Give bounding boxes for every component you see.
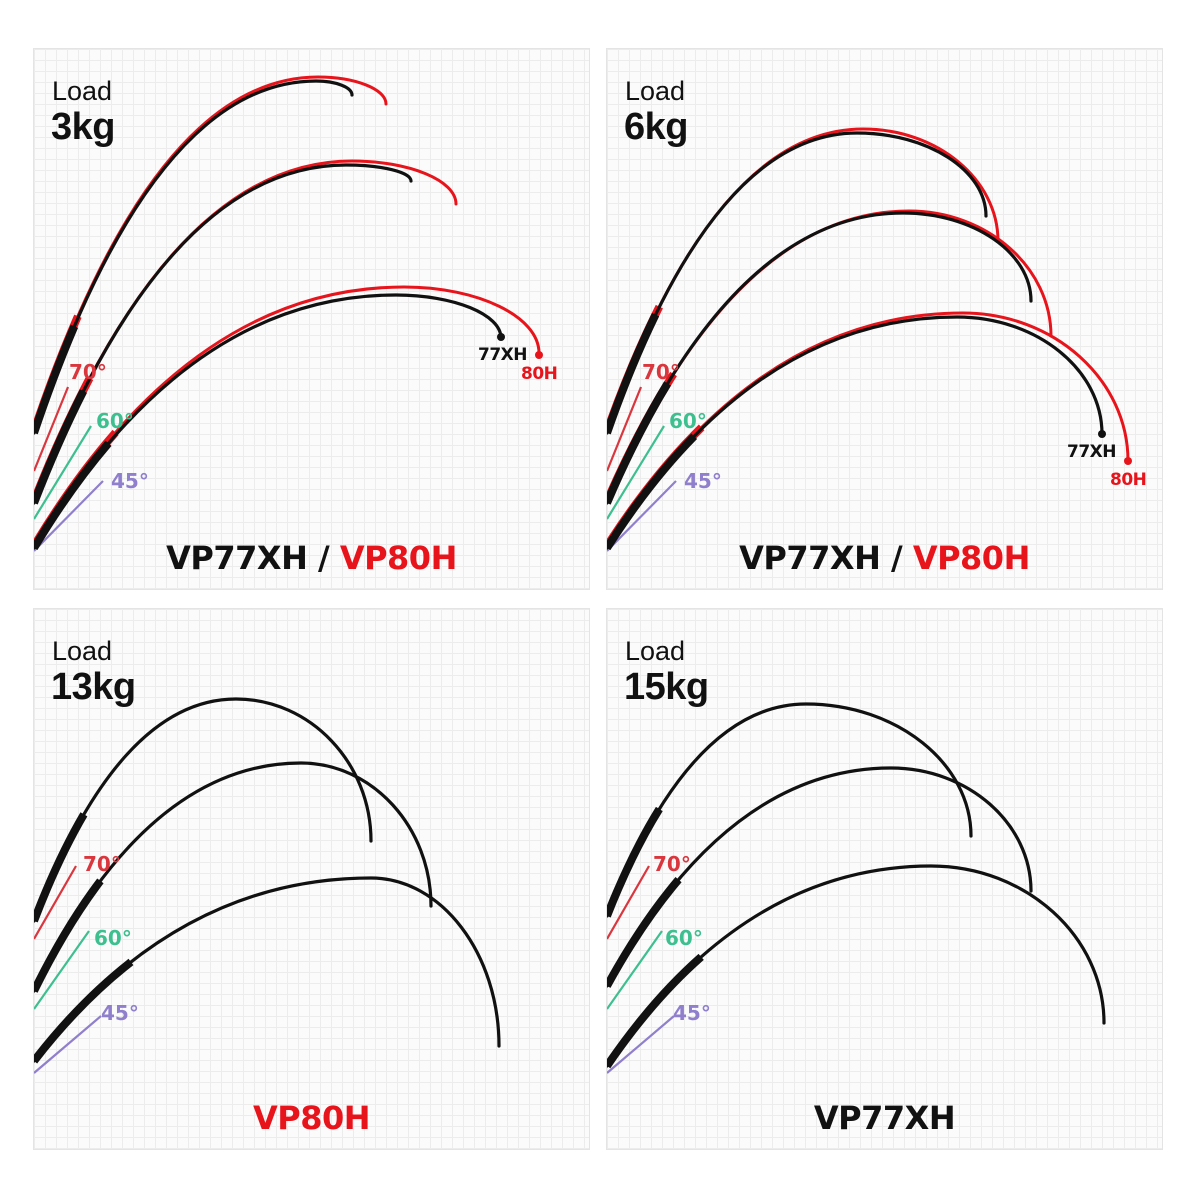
- angle-guide-45: [34, 1015, 102, 1074]
- angle-guide-60: [34, 425, 92, 520]
- rod-butt-vp77xh: [607, 763, 1035, 988]
- load-value: 3kg: [51, 106, 115, 148]
- load-label: Load: [625, 636, 686, 666]
- angle-guide-45: [607, 1015, 675, 1074]
- caption-model-a: VP77XH: [739, 539, 881, 577]
- model-caption: VP77XH: [607, 1099, 1162, 1137]
- caption-separator: /: [880, 539, 913, 577]
- rod-butt-vp77xh: [607, 861, 1108, 1069]
- tip-dot-77xh: [1098, 430, 1106, 438]
- caption-separator: /: [307, 539, 340, 577]
- caption-model-b: VP80H: [252, 1099, 371, 1137]
- rod-bend-diagram: [607, 124, 1132, 552]
- angle-guide-70: [34, 865, 77, 940]
- rod-curve-vp77xh: [34, 293, 503, 550]
- rod-butt-vp77xh: [34, 160, 415, 505]
- tip-dot-77xh: [497, 333, 505, 341]
- load-label: Load: [52, 76, 113, 106]
- panel-3kg: Load 3kg 70° 60° 45° 77XH 80H VP77XH / VP80H: [33, 48, 590, 590]
- rod-bend-diagram: [607, 699, 1108, 1074]
- caption-model-b: VP80H: [912, 539, 1031, 577]
- rod-bend-diagram: [34, 72, 543, 552]
- load-value: 15kg: [624, 666, 709, 708]
- angle-label-60: 60°: [669, 409, 707, 433]
- rod-curve-vp77xh: [607, 702, 973, 918]
- angle-guide-60: [607, 930, 663, 1010]
- rod-curve-vp77xh: [607, 131, 988, 435]
- caption-model-a: VP77XH: [813, 1099, 956, 1137]
- rod-butt-vp77xh: [607, 699, 975, 918]
- angle-label-70: 70°: [642, 360, 680, 384]
- load-value: 6kg: [624, 106, 688, 148]
- rod-curve-vp77xh: [34, 697, 373, 923]
- angle-label-70: 70°: [69, 360, 107, 384]
- angle-label-70: 70°: [653, 852, 691, 876]
- tip-label-80h: 80H: [521, 364, 558, 384]
- model-caption: VP77XH / VP80H: [607, 539, 1162, 577]
- angle-guide-45: [34, 480, 104, 552]
- angle-label-45: 45°: [111, 469, 149, 493]
- rod-curve-vp77xh: [34, 79, 354, 435]
- load-label: Load: [52, 636, 113, 666]
- panel-13kg: Load 13kg 70° 60° 45° VP80H: [33, 608, 590, 1150]
- angle-guide-70: [34, 386, 70, 472]
- rod-curve-vp77xh: [34, 163, 413, 505]
- panel-6kg: Load 6kg 70° 60° 45° 77XH 80H VP77XH / VP80H: [606, 48, 1163, 590]
- rod-curve-vp80h: [34, 285, 541, 548]
- rod-curve-vp77xh: [34, 876, 501, 1063]
- tip-label-77xh: 77XH: [478, 345, 528, 365]
- angle-guide-70: [607, 865, 650, 940]
- model-caption: VP80H: [34, 1099, 589, 1137]
- model-caption: VP77XH / VP80H: [34, 539, 589, 577]
- rod-curve-vp77xh: [607, 211, 1033, 505]
- load-value: 13kg: [51, 666, 136, 708]
- tip-label-80h: 80H: [1110, 470, 1147, 490]
- tip-label-77xh: 77XH: [1067, 442, 1117, 462]
- angle-guide-70: [607, 386, 643, 472]
- caption-model-a: VP77XH: [166, 539, 308, 577]
- rod-bend-diagram: [34, 694, 503, 1074]
- tip-dot-80h: [1124, 457, 1132, 465]
- rod-butt-vp77xh: [34, 873, 503, 1064]
- angle-guide-60: [34, 930, 90, 1010]
- angle-label-60: 60°: [96, 409, 134, 433]
- angle-label-45: 45°: [101, 1001, 139, 1025]
- angle-guide-60: [607, 425, 665, 520]
- angle-label-45: 45°: [673, 1001, 711, 1025]
- rod-butt-vp77xh: [607, 312, 1106, 551]
- angle-label-70: 70°: [83, 852, 121, 876]
- tip-dot-80h: [535, 351, 543, 359]
- rod-curve-vp77xh: [607, 766, 1033, 988]
- panel-15kg: Load 15kg 70° 60° 45° VP77XH: [606, 608, 1163, 1150]
- angle-guide-45: [607, 480, 677, 552]
- load-label: Load: [625, 76, 686, 106]
- rod-curve-vp77xh: [34, 761, 433, 993]
- caption-model-b: VP80H: [339, 539, 458, 577]
- angle-label-60: 60°: [94, 926, 132, 950]
- rod-curve-vp77xh: [607, 864, 1106, 1068]
- angle-label-45: 45°: [684, 469, 722, 493]
- angle-label-60: 60°: [665, 926, 703, 950]
